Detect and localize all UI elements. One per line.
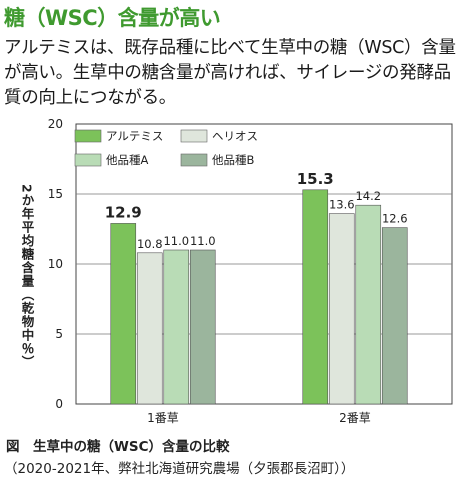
data-label: 15.3 xyxy=(297,170,334,188)
page-heading: 糖（WSC）含量が高い xyxy=(4,6,221,30)
data-label: 12.6 xyxy=(382,212,408,226)
y-tick-label: 5 xyxy=(55,327,63,341)
legend-label: 他品種A xyxy=(106,153,148,167)
bar xyxy=(381,227,408,405)
figure-caption: 図 生草中の糖（WSC）含量の比較 xyxy=(6,439,230,455)
legend-label: アルテミス xyxy=(106,129,163,143)
y-tick-label: 0 xyxy=(55,397,63,411)
bar xyxy=(163,249,190,405)
legend-swatch xyxy=(74,129,102,143)
bar xyxy=(355,204,382,405)
legend-label: 他品種B xyxy=(212,153,254,167)
y-tick-label: 10 xyxy=(48,257,63,271)
figure-note: （2020-2021年、弊社北海道研究農場（夕張郡長沼町）） xyxy=(4,461,355,477)
legend-label: ヘリオス xyxy=(212,129,258,143)
data-label: 13.6 xyxy=(329,198,355,212)
bar xyxy=(189,249,216,405)
x-tick-label: 2番草 xyxy=(339,411,371,425)
bar xyxy=(110,223,137,405)
y-tick-label: 15 xyxy=(48,187,63,201)
bar xyxy=(136,252,163,405)
data-label: 11.0 xyxy=(190,234,216,248)
data-label: 12.9 xyxy=(105,203,142,221)
data-label: 14.2 xyxy=(355,189,381,203)
x-tick-label: 1番草 xyxy=(147,411,179,425)
intro-text: アルテミスは、既存品種に比べて生草中の糖（WSC）含量が高い。生草中の糖含量が高… xyxy=(4,38,456,108)
bar xyxy=(302,189,329,405)
legend-swatch xyxy=(74,153,102,167)
bar xyxy=(328,213,355,405)
data-label: 10.8 xyxy=(137,237,163,251)
data-label: 11.0 xyxy=(163,234,189,248)
y-axis-label: 2か年平均糖含量（乾物中％） xyxy=(20,184,35,369)
legend-swatch xyxy=(180,129,208,143)
legend-swatch xyxy=(180,153,208,167)
y-tick-label: 20 xyxy=(48,117,63,131)
